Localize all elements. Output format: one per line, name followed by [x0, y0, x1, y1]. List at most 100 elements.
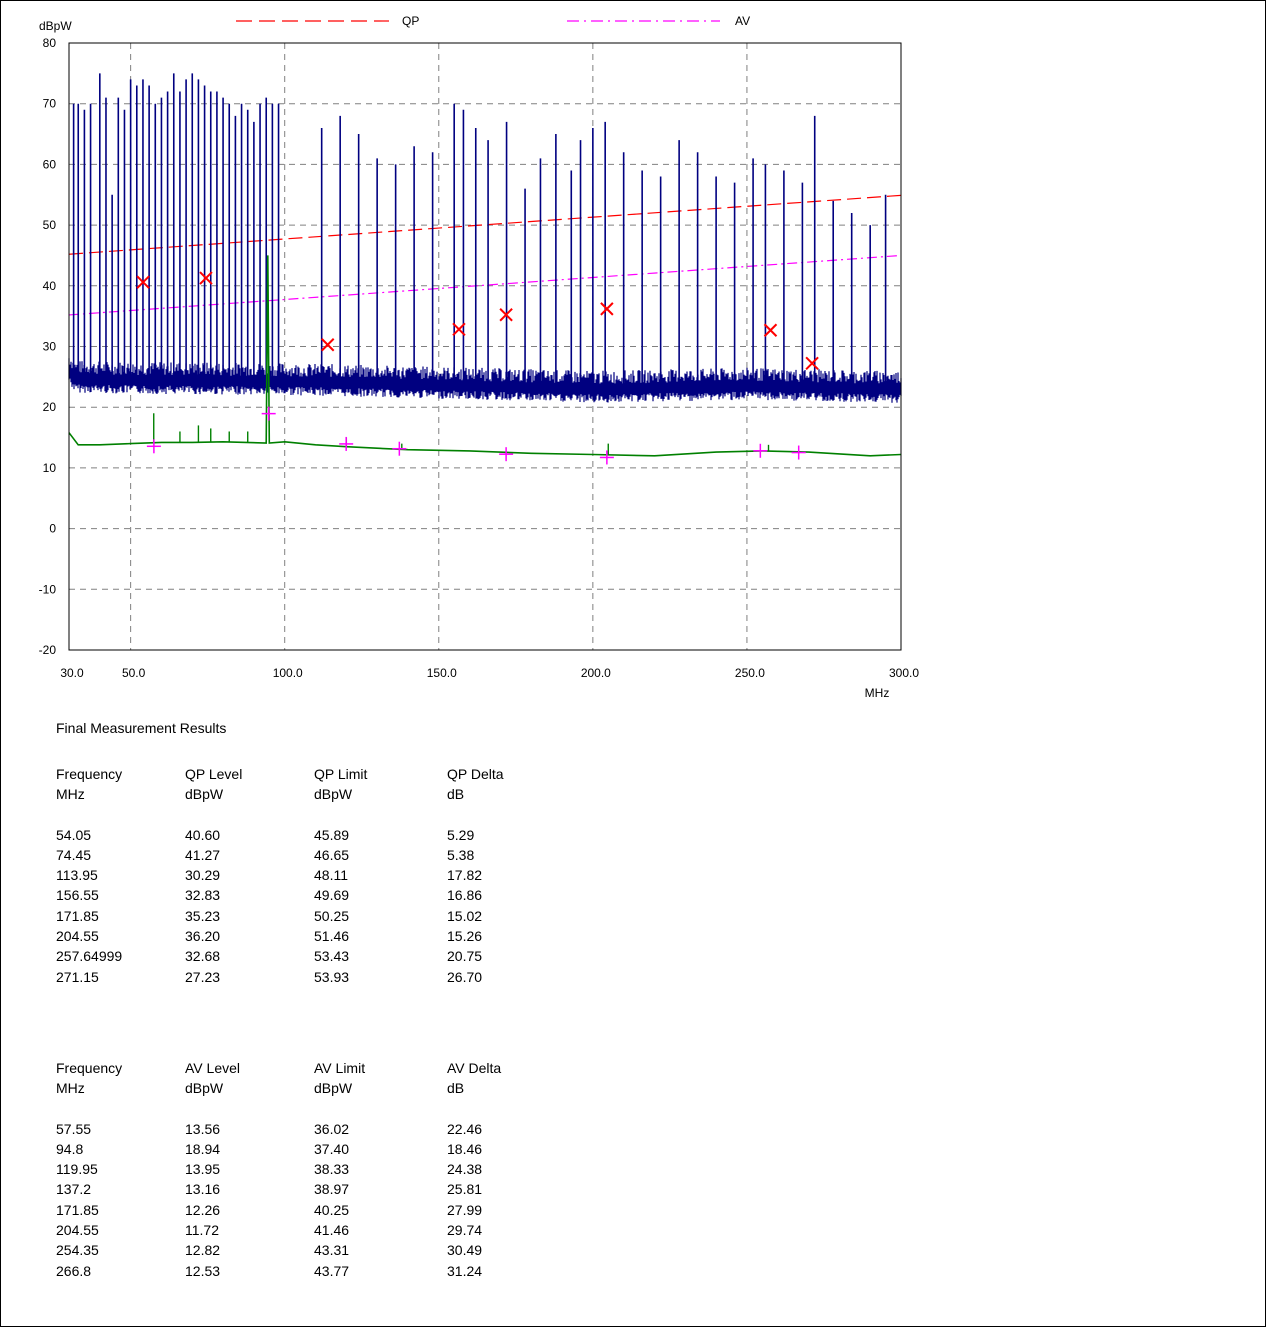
av-cell: AV Limit	[314, 1060, 366, 1076]
qp-cell: 17.82	[447, 867, 483, 884]
av-table-row: 254.35 12.82 43.31 30.49	[56, 1242, 547, 1262]
qp-cell: QP Level	[185, 766, 243, 782]
av-cell: 22.46	[447, 1120, 483, 1137]
qp-cell: 30.29	[185, 867, 221, 884]
av-marker	[146, 439, 161, 454]
av-cell: 119.95	[56, 1161, 98, 1178]
markers	[136, 271, 819, 465]
qp-cell: MHz	[56, 786, 85, 803]
peak-trace	[68, 73, 902, 403]
av-cell: 27.99	[447, 1201, 483, 1218]
y-tick-label: -20	[39, 643, 57, 657]
x-tick-label: 250.0	[735, 666, 765, 680]
legend-item-av: AV	[567, 14, 750, 28]
av-cell: dBpW	[185, 1080, 224, 1097]
qp-marker	[499, 308, 513, 322]
qp-cell: 15.26	[447, 928, 483, 945]
qp-marker	[805, 356, 819, 371]
av-cell: 38.33	[314, 1161, 350, 1178]
qp-table-row: 257.64999 32.68 53.43 20.75	[56, 948, 547, 968]
av-cell: 171.85	[56, 1201, 99, 1218]
legend: QP AV	[236, 14, 750, 28]
qp-cell: 46.65	[314, 846, 350, 863]
x-tick-label: 50.0	[122, 666, 146, 680]
qp-marker-stroke	[136, 275, 150, 289]
grid	[69, 43, 901, 650]
qp-cell: dB	[447, 786, 465, 803]
qp-cell: 40.60	[185, 826, 221, 843]
qp-cell: 204.55	[56, 928, 99, 945]
av-marker	[753, 443, 768, 458]
av-table-row: 119.95 13.95 38.33 24.38	[56, 1161, 547, 1181]
av-cell: 11.72	[185, 1222, 219, 1239]
av-units-row: MHz dBpW dBpW dB	[56, 1080, 547, 1100]
qp-cell: 26.70	[447, 968, 483, 985]
average-line	[68, 255, 902, 457]
av-cell: 41.46	[314, 1222, 350, 1239]
qp-table-row: 271.15 27.23 53.93 26.70	[56, 969, 547, 989]
av-marker	[791, 445, 806, 460]
av-results-table: Frequency AV Level AV Limit AV Delta MHz dBpW…	[56, 1060, 547, 1283]
av-cell: 38.97	[314, 1181, 350, 1198]
qp-cell: 156.55	[56, 887, 99, 904]
qp-marker-stroke	[805, 356, 819, 371]
av-cell: 94.8	[56, 1140, 84, 1157]
qp-cell: 5.29	[447, 826, 475, 843]
qp-cell: 74.45	[56, 846, 92, 863]
qp-marker	[136, 275, 150, 289]
av-cell: 43.77	[314, 1262, 350, 1279]
av-cell: 12.53	[185, 1262, 221, 1279]
av-cell: 43.31	[314, 1242, 350, 1259]
average-trace	[68, 255, 902, 457]
qp-cell: 49.69	[314, 887, 350, 904]
qp-header-row: Frequency QP Level QP Limit QP Delta	[56, 766, 547, 786]
x-tick-label: 300.0	[889, 666, 919, 680]
qp-marker	[763, 323, 778, 337]
av-cell: 254.35	[56, 1242, 99, 1259]
qp-cell: 27.23	[185, 968, 221, 985]
y-tick-label: 30	[43, 340, 57, 354]
y-tick-label: 10	[43, 461, 57, 475]
av-cell: 36.02	[314, 1120, 350, 1137]
av-cell: 13.95	[185, 1161, 221, 1178]
qp-marker-stroke	[452, 322, 466, 337]
av-cell: Frequency	[56, 1060, 123, 1076]
qp-table-row: 171.85 35.23 50.25 15.02	[56, 908, 547, 928]
y-tick-label: 40	[43, 279, 57, 293]
av-table-row: 57.55 13.56 36.02 22.46	[56, 1121, 547, 1141]
limit-lines	[68, 194, 902, 316]
av-cell: 18.46	[447, 1140, 483, 1157]
av-cell: 266.8	[56, 1262, 92, 1279]
qp-marker	[199, 271, 213, 285]
qp-marker	[600, 302, 614, 316]
av-cell: dBpW	[314, 1080, 353, 1097]
spacer-cell	[56, 807, 547, 827]
qp-cell: 20.75	[447, 948, 483, 965]
qp-cell: 257.64999	[56, 948, 123, 965]
av-cell: 30.49	[447, 1242, 483, 1259]
qp-cell: 53.43	[314, 948, 350, 965]
qp-table-row: 113.95 30.29 48.11 17.82	[56, 867, 547, 887]
av-table-row: 94.8 18.94 37.40 18.46	[56, 1141, 547, 1161]
spacer-cell	[56, 1101, 547, 1121]
qp-cell: 113.95	[56, 867, 98, 884]
av-cell: 40.25	[314, 1201, 350, 1218]
qp-cell: 51.46	[314, 928, 350, 945]
av-cell: 57.55	[56, 1120, 92, 1137]
qp-cell: QP Delta	[447, 766, 504, 782]
av-marker	[339, 436, 354, 451]
av-cell: 24.38	[447, 1161, 483, 1178]
av-cell: 18.94	[185, 1140, 221, 1157]
spacer-row	[56, 1101, 547, 1121]
y-tick-label: -10	[39, 582, 57, 596]
av-marker	[392, 441, 407, 456]
qp-cell: 41.27	[185, 846, 221, 863]
av-cell: 29.74	[447, 1222, 483, 1239]
peak-noise-floor	[68, 358, 902, 403]
qp-cell: 32.68	[185, 948, 221, 965]
x-tick-label: 100.0	[273, 666, 303, 680]
qp-results-table: Frequency QP Level QP Limit QP Delta MHz dBpW…	[56, 766, 547, 989]
spacer-row	[56, 807, 547, 827]
